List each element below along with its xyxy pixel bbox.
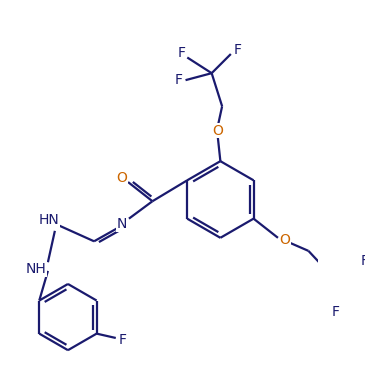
Text: F: F (119, 333, 127, 347)
Text: F: F (174, 73, 182, 87)
Text: F: F (364, 285, 365, 299)
Text: F: F (234, 43, 242, 57)
Text: O: O (116, 171, 127, 185)
Text: F: F (177, 46, 185, 60)
Text: O: O (280, 233, 291, 247)
Text: F: F (360, 254, 365, 269)
Text: O: O (212, 123, 223, 138)
Text: N: N (117, 217, 127, 231)
Text: NH: NH (25, 262, 46, 276)
Text: F: F (331, 305, 339, 319)
Text: HN: HN (38, 213, 59, 227)
